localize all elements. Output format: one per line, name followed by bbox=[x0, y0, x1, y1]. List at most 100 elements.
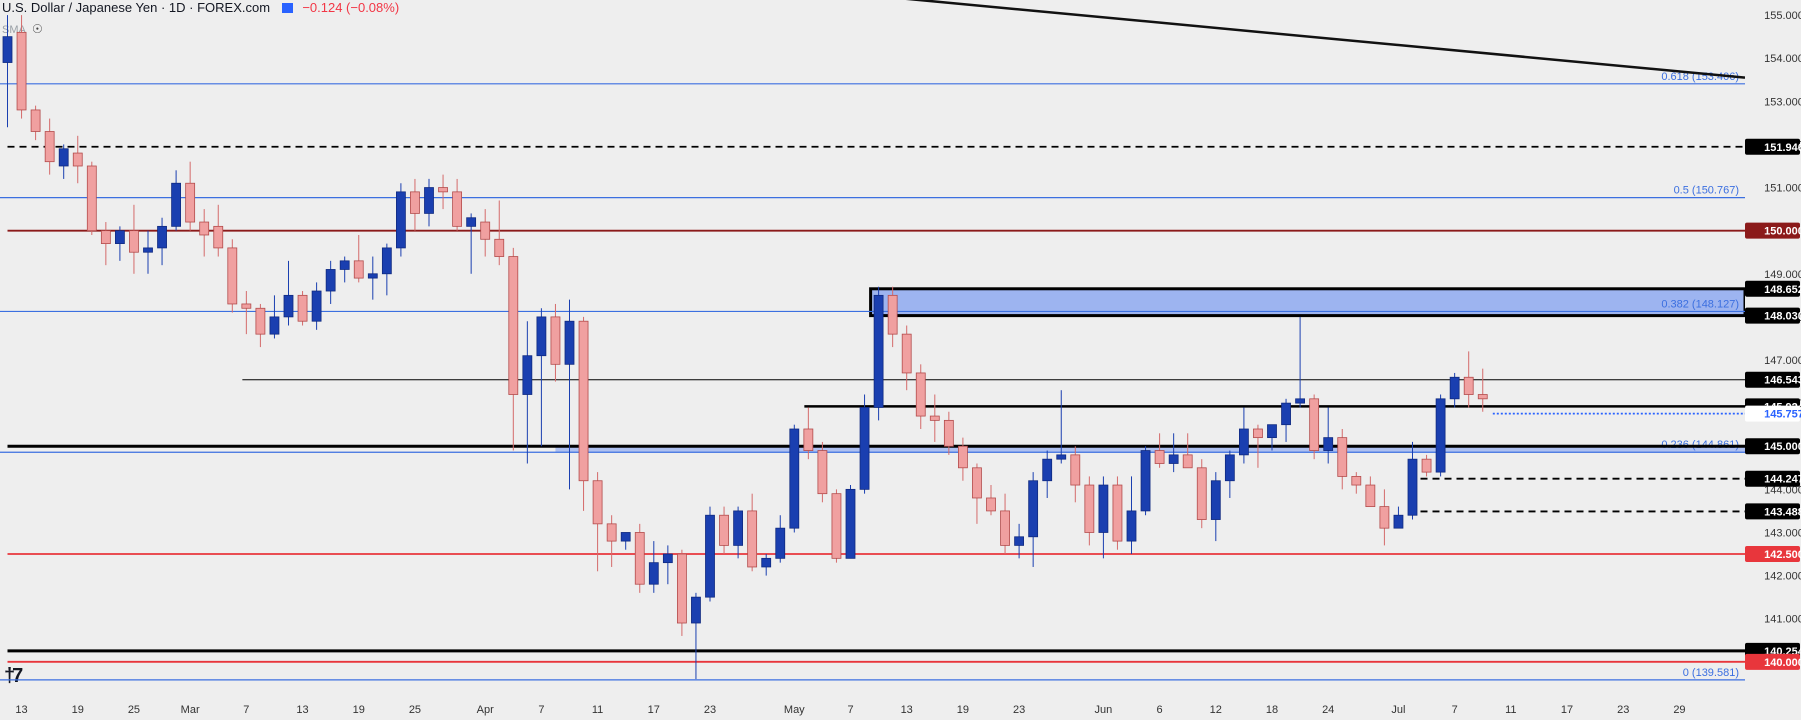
candle bbox=[86, 161, 97, 235]
x-tick-label: 17 bbox=[1561, 704, 1573, 716]
price-tag: 143.488 bbox=[1745, 503, 1801, 520]
price-tag-bg bbox=[1745, 503, 1800, 520]
candle bbox=[859, 394, 870, 494]
candle-body bbox=[1182, 454, 1193, 469]
x-tick-label: 13 bbox=[15, 704, 27, 716]
x-tick-label: 19 bbox=[72, 704, 84, 716]
candle bbox=[620, 532, 631, 550]
price-tag-bg bbox=[1745, 307, 1800, 324]
candle bbox=[606, 515, 617, 567]
candle-body bbox=[1239, 428, 1249, 456]
candle-body bbox=[1351, 476, 1362, 486]
candle-body bbox=[747, 510, 758, 568]
candle bbox=[1365, 476, 1376, 508]
candle-body bbox=[480, 221, 491, 240]
candle bbox=[452, 178, 463, 231]
candle-body bbox=[733, 510, 743, 546]
candle bbox=[438, 174, 448, 210]
candle bbox=[311, 282, 322, 330]
candle bbox=[283, 260, 294, 326]
candle-body bbox=[1393, 514, 1404, 529]
candle-body bbox=[901, 333, 912, 374]
x-tick-label: 6 bbox=[1157, 704, 1163, 716]
candle-body bbox=[550, 316, 561, 365]
candle bbox=[171, 170, 182, 231]
candle bbox=[817, 441, 828, 503]
candle bbox=[1421, 454, 1432, 477]
price-tag-label: 140.000 bbox=[1764, 657, 1801, 669]
candle bbox=[691, 592, 701, 680]
candle-body bbox=[395, 191, 406, 249]
candle-body bbox=[1028, 480, 1039, 538]
candle bbox=[929, 394, 940, 442]
price-tag-bg bbox=[1745, 653, 1800, 670]
candle-body bbox=[803, 428, 814, 451]
y-tick-label: 142.000 bbox=[1764, 571, 1801, 583]
x-tick-label: 17 bbox=[648, 704, 660, 716]
candle bbox=[395, 183, 406, 257]
y-tick-label: 155.000 bbox=[1764, 10, 1801, 22]
candle bbox=[1351, 472, 1362, 494]
candle bbox=[339, 256, 350, 283]
x-tick-label: 7 bbox=[847, 704, 853, 716]
candle-body bbox=[859, 407, 870, 490]
candle bbox=[353, 234, 364, 283]
price-axis-bg bbox=[1745, 0, 1801, 720]
candle bbox=[1140, 446, 1151, 516]
candle-body bbox=[297, 294, 308, 322]
candle bbox=[241, 291, 252, 335]
tradingview-logo-icon[interactable]: †7 bbox=[4, 665, 23, 687]
candle-body bbox=[367, 273, 378, 279]
candle bbox=[213, 204, 224, 257]
candle-body bbox=[1407, 458, 1418, 516]
candle-body bbox=[1168, 454, 1179, 464]
candle bbox=[1070, 446, 1081, 503]
x-tick-label: 25 bbox=[128, 704, 140, 716]
candle-body bbox=[1295, 398, 1305, 404]
candle-body bbox=[719, 514, 729, 546]
candle-body bbox=[1140, 450, 1151, 512]
candle-body bbox=[227, 247, 238, 305]
candle bbox=[199, 209, 210, 257]
candle-body bbox=[1070, 454, 1081, 486]
candle-body bbox=[241, 303, 252, 309]
candle-body bbox=[1154, 450, 1165, 464]
candle bbox=[325, 260, 336, 304]
candle bbox=[677, 549, 687, 636]
candle bbox=[1000, 493, 1010, 555]
candle-body bbox=[887, 294, 898, 335]
candle-body bbox=[115, 230, 125, 245]
candle bbox=[901, 325, 912, 391]
price-tag-bg bbox=[1745, 438, 1800, 455]
candle-body bbox=[410, 191, 420, 214]
price-tag: 148.030 bbox=[1745, 307, 1801, 324]
candle-body bbox=[325, 269, 336, 292]
candle bbox=[297, 291, 308, 326]
candle bbox=[1196, 459, 1207, 529]
candle bbox=[536, 308, 547, 447]
candle-body bbox=[691, 596, 701, 624]
candle bbox=[1168, 433, 1179, 473]
candle-body bbox=[1379, 506, 1390, 529]
candle bbox=[1393, 506, 1404, 529]
x-tick-label: 13 bbox=[296, 704, 308, 716]
candle bbox=[1239, 407, 1249, 464]
flag-icon bbox=[281, 3, 293, 13]
candle bbox=[1112, 476, 1123, 550]
candle-body bbox=[129, 230, 139, 253]
price-tag-label: 146.543 bbox=[1764, 375, 1801, 387]
visibility-eye-icon[interactable]: ☉ bbox=[32, 22, 43, 36]
candle bbox=[887, 286, 898, 348]
x-tick-label: 29 bbox=[1673, 704, 1685, 716]
symbol-title[interactable]: U.S. Dollar / Japanese Yen · 1D · FOREX.… bbox=[2, 0, 271, 15]
candle-body bbox=[157, 225, 167, 249]
candle bbox=[58, 144, 69, 179]
candle bbox=[1253, 424, 1263, 468]
candle-body bbox=[1126, 510, 1137, 542]
candle-body bbox=[494, 238, 505, 257]
candle-body bbox=[508, 256, 519, 395]
candle bbox=[986, 485, 996, 516]
price-tag: 144.247 bbox=[1745, 470, 1801, 487]
candle bbox=[1210, 472, 1221, 542]
